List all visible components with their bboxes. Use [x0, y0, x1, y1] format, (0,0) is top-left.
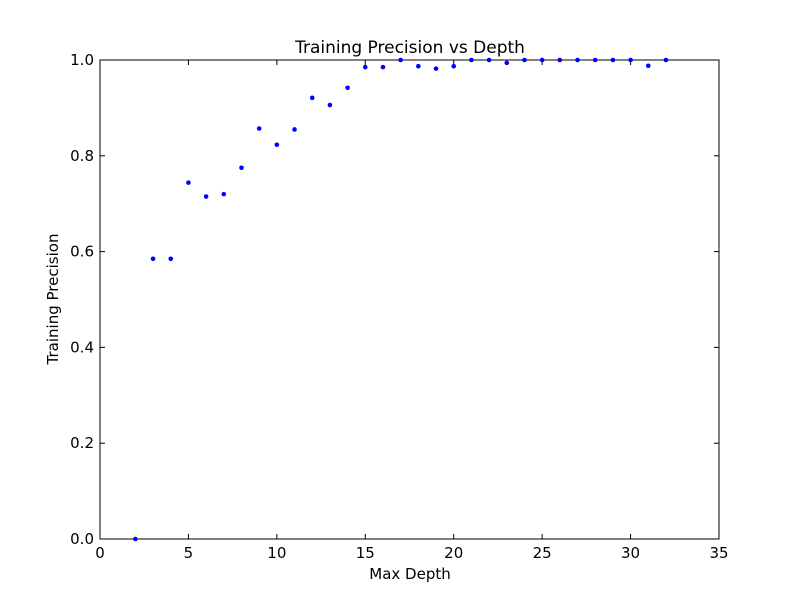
- data-point: [274, 142, 280, 148]
- data-point: [168, 256, 174, 262]
- data-point: [362, 64, 368, 70]
- y-tick-label: 0.6: [70, 243, 94, 261]
- data-point: [575, 57, 580, 63]
- data-point: [398, 57, 403, 63]
- data-point: [380, 64, 386, 70]
- data-point: [539, 57, 545, 63]
- y-tick-label: 0.2: [70, 434, 94, 452]
- x-tick-label: 5: [184, 544, 194, 562]
- data-point: [309, 95, 315, 101]
- data-point: [451, 63, 457, 69]
- x-tick-label: 30: [621, 544, 640, 562]
- data-point: [663, 57, 669, 63]
- data-point: [522, 57, 527, 63]
- x-tick-label: 15: [356, 544, 375, 562]
- chart-title: Training Precision vs Depth: [294, 38, 525, 58]
- data-series: [133, 57, 669, 542]
- x-tick-label: 25: [533, 544, 552, 562]
- data-point: [645, 63, 651, 69]
- x-tick-label: 0: [95, 544, 105, 562]
- data-point: [557, 57, 563, 63]
- y-axis: 0.0 0.2 0.4 0.6 0.8 1.0: [70, 51, 719, 548]
- y-tick-label: 0.4: [70, 338, 94, 356]
- data-point: [133, 536, 138, 542]
- data-point: [203, 194, 209, 199]
- data-point: [486, 57, 492, 63]
- data-point: [150, 256, 156, 262]
- data-point: [469, 57, 474, 63]
- x-axis: 0 5 10 15 20 25 30 35: [95, 60, 729, 562]
- y-tick-label: 1.0: [70, 51, 94, 69]
- y-axis-label: Training Precision: [44, 234, 62, 366]
- data-point: [256, 126, 262, 131]
- data-point: [592, 57, 598, 63]
- x-tick-label: 10: [267, 544, 286, 562]
- data-point: [345, 85, 350, 91]
- data-point: [186, 180, 191, 185]
- x-tick-label: 20: [444, 544, 463, 562]
- data-point: [610, 57, 616, 63]
- plot-area: [99, 59, 720, 540]
- data-point: [221, 191, 227, 197]
- data-point: [416, 63, 421, 69]
- data-point: [239, 165, 244, 171]
- x-axis-label: Max Depth: [369, 565, 450, 583]
- y-tick-label: 0.8: [70, 147, 94, 165]
- y-tick-label: 0.0: [70, 530, 94, 548]
- x-tick-label: 35: [709, 544, 728, 562]
- data-point: [628, 57, 633, 63]
- data-point: [292, 127, 297, 132]
- data-point: [433, 66, 439, 71]
- data-point: [504, 60, 510, 66]
- plot-frame: [99, 59, 720, 540]
- data-point: [327, 102, 333, 108]
